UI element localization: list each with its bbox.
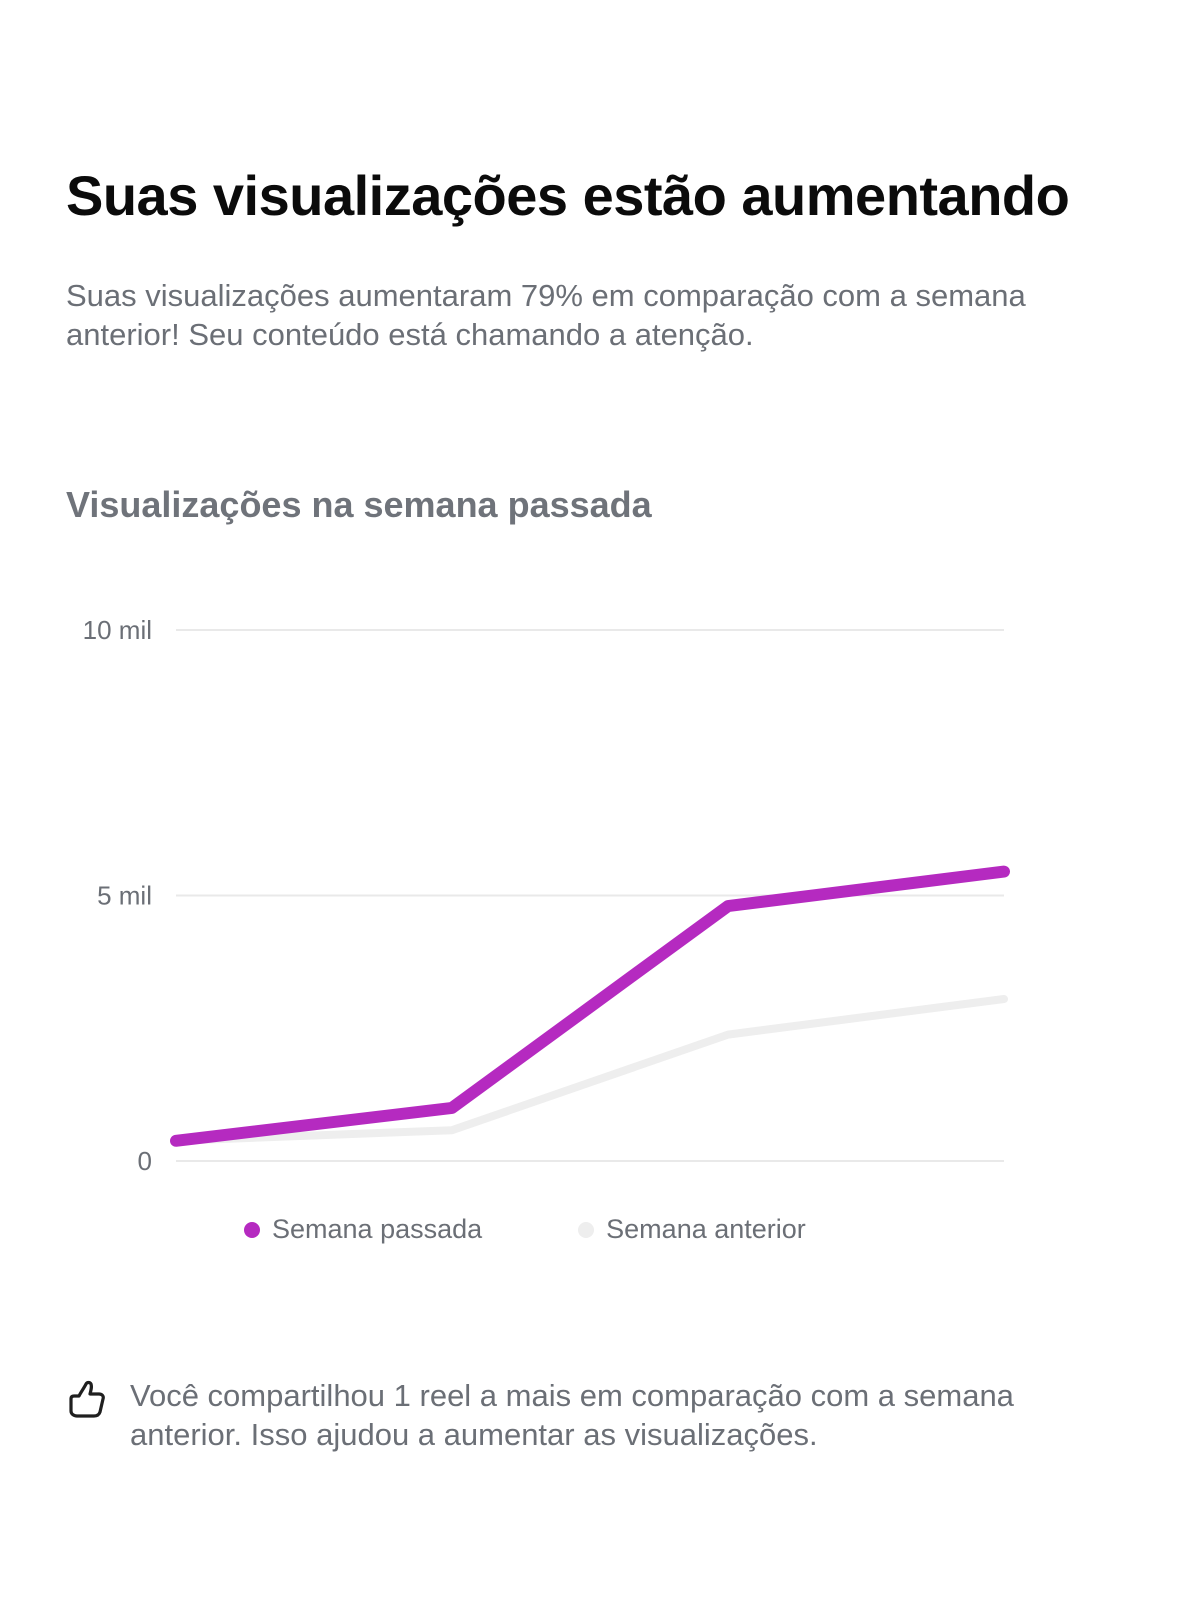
chart-title: Visualizações na semana passada: [66, 484, 652, 525]
y-tick-label-1: 5 mil: [97, 881, 152, 911]
legend-label-last-week: Semana passada: [272, 1214, 483, 1244]
page-title: Suas visualizações estão aumentando: [66, 164, 1070, 227]
thumbs-up-icon: [69, 1380, 105, 1418]
series-line-previous-week: [172, 995, 1008, 1145]
legend-label-previous-week: Semana anterior: [606, 1214, 806, 1244]
footnote-text: Você compartilhou 1 reel a mais em compa…: [130, 1378, 1014, 1452]
legend-dot-last-week: [244, 1221, 260, 1238]
y-tick-label-0: 0: [138, 1146, 152, 1176]
insight-footnote: Você compartilhou 1 reel a mais em compa…: [66, 1376, 1126, 1454]
legend-item-last-week: Semana passada: [244, 1214, 482, 1245]
y-tick-label-2: 10 mil: [83, 615, 152, 645]
chart-legend: Semana passada Semana anterior: [244, 1214, 806, 1245]
series-line-last-week: [170, 865, 1010, 1147]
page-subtitle: Suas visualizações aumentaram 79% em com…: [66, 278, 1026, 352]
legend-item-previous-week: Semana anterior: [578, 1214, 806, 1245]
legend-dot-previous-week: [578, 1221, 595, 1238]
views-line-chart: 0 5 mil 10 mil: [83, 615, 1010, 1176]
